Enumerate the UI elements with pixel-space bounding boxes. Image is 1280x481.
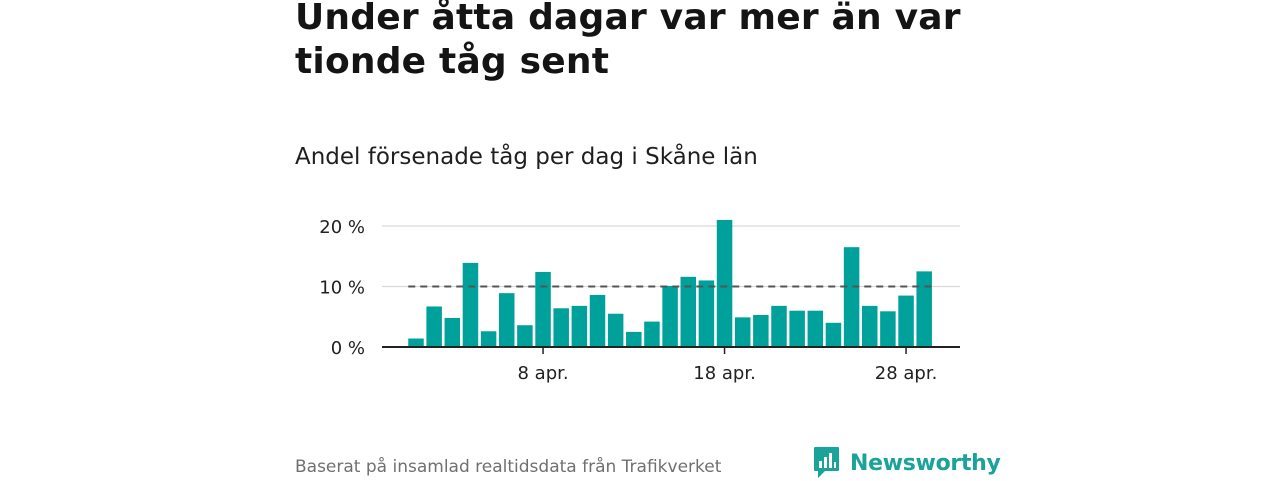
bar: [753, 314, 769, 347]
bar: [480, 331, 497, 347]
y-tick-label: 10 %: [319, 278, 365, 299]
y-tick-label: 20 %: [319, 217, 365, 238]
chart-title: Under åtta dagar var mer än var tionde t…: [295, 0, 961, 82]
chart-subtitle: Andel försenade tåg per dag i Skåne län: [295, 144, 758, 170]
bar-chart: 0 % 10 % 20 % 8 apr. 18 apr. 28 apr.: [319, 217, 960, 384]
bar: [626, 331, 642, 347]
bar: [843, 247, 860, 347]
chart-card: Under åtta dagar var mer än var tionde t…: [295, 0, 1001, 480]
bar: [589, 294, 606, 347]
bar: [644, 321, 660, 347]
x-tick-label: 18 apr.: [693, 363, 756, 384]
bar: [789, 310, 805, 347]
bar: [898, 295, 914, 347]
bar: [880, 311, 896, 347]
bar: [825, 322, 842, 347]
newsworthy-bar-chart-icon: [814, 447, 839, 478]
bar: [680, 276, 696, 347]
bar: [698, 280, 715, 347]
bar: [607, 313, 624, 347]
bar: [535, 271, 551, 347]
y-tick-label: 0 %: [331, 338, 365, 359]
bar: [662, 285, 678, 347]
bar: [571, 305, 588, 347]
bar: [408, 338, 424, 347]
bar: [862, 305, 878, 347]
bar: [444, 317, 461, 347]
bar: [553, 308, 569, 347]
brand-name: Newsworthy: [850, 450, 1001, 476]
bar: [716, 219, 733, 347]
bar: [916, 271, 932, 347]
bar: [499, 293, 515, 347]
brand-logo: Newsworthy: [813, 445, 1001, 481]
bar: [517, 325, 533, 347]
source-note: Baserat på insamlad realtidsdata från Tr…: [295, 457, 722, 477]
bar: [426, 306, 442, 347]
x-tick-label: 8 apr.: [517, 363, 568, 384]
bar: [807, 310, 824, 347]
bar: [734, 317, 751, 347]
bar: [462, 262, 479, 347]
bar: [771, 305, 787, 347]
x-tick-label: 28 apr.: [875, 363, 938, 384]
